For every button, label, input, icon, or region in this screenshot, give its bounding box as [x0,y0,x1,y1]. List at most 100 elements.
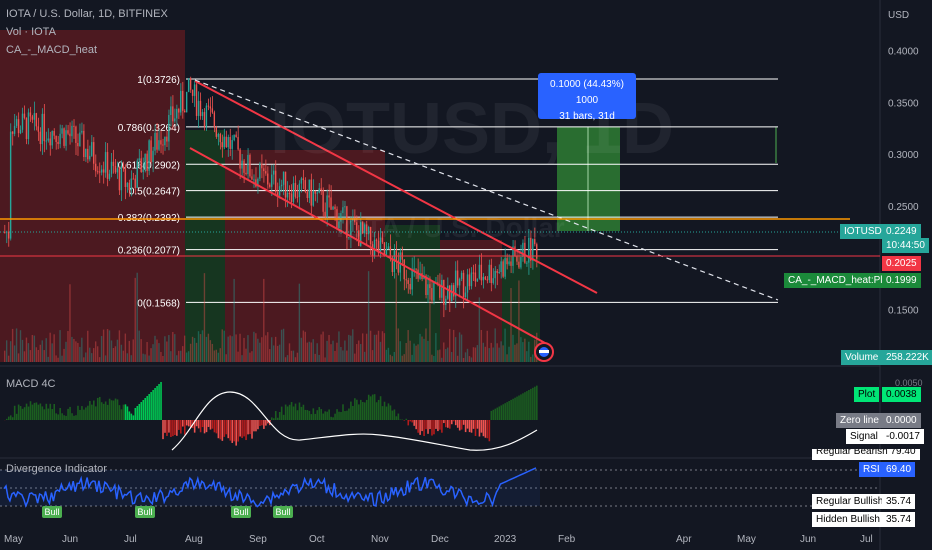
candle-body [474,272,477,282]
candle-body [514,246,516,256]
divergence-title[interactable]: Divergence Indicator [6,463,107,475]
volume-bar [33,335,36,362]
volume-bar [211,343,214,362]
macd-bar [403,420,406,421]
symbol-title[interactable]: IOTA / U.S. Dollar, 1D, BITFINEX [6,8,168,20]
macd-bar [29,401,32,420]
volume-bar [488,348,490,362]
candle-body [272,170,275,175]
candle-body [306,191,308,198]
volume-bar [89,347,91,362]
volume-bar [371,350,374,362]
volume-legend[interactable]: Vol · IOTA [6,26,56,38]
macd-bar [17,404,20,420]
macd-bar [71,413,73,420]
channel-upper-line[interactable] [194,80,598,294]
candle-body [510,261,512,266]
macd-bar [363,402,366,420]
candle-body [77,142,79,147]
candle-body [126,182,129,187]
macd-bar [462,420,465,425]
candle-body [397,260,399,273]
macd-bar [199,420,202,433]
macd-bar [193,420,196,433]
macd-bar [500,405,503,420]
candle-body [71,125,73,137]
macd-bar [322,413,325,420]
volume-bar [522,342,524,362]
macd-bar [306,410,309,420]
rsi-value: 69.40 [882,462,916,477]
candle-body [104,152,107,173]
volume-bar [172,331,174,362]
macd-bar [286,406,289,420]
macd-bar [154,388,156,420]
candle-body [29,112,32,117]
volume-bar [217,352,219,362]
price-axis[interactable]: USD 0.4000 0.3500 0.3000 0.2500 0.1500 [888,10,919,316]
macd-bar [150,392,152,420]
volume-bar [57,357,59,362]
candle-body [427,284,429,295]
candle-body [94,163,97,172]
candle-body [23,113,26,118]
macd-bar [474,420,477,436]
macd-bar [5,418,8,420]
macd-bar [476,420,479,429]
volume-bar [148,355,150,362]
macd-bar [346,410,348,420]
macd-bar [332,417,334,420]
volume-bar [332,340,334,362]
macd-bar [520,394,522,420]
candle-body [247,154,249,175]
macd-bar [100,402,103,420]
measure-tooltip: 0.1000 (44.43%) 1000 31 bars, 31d [538,73,636,122]
macd-bar [532,387,534,420]
macd-bar [83,409,85,420]
volume-bar [174,334,176,362]
time-axis[interactable]: May Jun Jul Aug Sep Oct Nov Dec 2023 Feb Apr May Jun… [4,534,873,545]
macd-bar [221,420,224,441]
macd-title[interactable]: MACD 4C [6,378,56,390]
macd-bar [146,396,148,420]
volume-bar [93,348,95,362]
earnings-icon[interactable] [534,342,554,362]
rsi-tag: RSI [859,462,884,477]
volume-bar [361,333,364,362]
candle-body [33,113,36,120]
macd-bar [336,409,338,420]
price-tick: 0.3000 [888,150,919,161]
candle-body [342,207,344,214]
macd-bar [510,399,512,420]
macd-bar [470,420,473,433]
volume-bar [324,357,326,362]
macd-bar [120,409,123,420]
volume-bar [237,351,239,362]
macd-bar [407,420,410,426]
candle-body [65,130,67,146]
volume-bar [456,355,459,362]
macd-bar [110,400,113,420]
trend-dashed-line[interactable] [194,79,779,301]
macd-bar [449,420,451,429]
fib-label: 0.5(0.2647) [129,187,180,198]
time-tick: Oct [309,534,325,545]
macd-bar [53,403,56,420]
volume-bar [100,336,103,362]
candle-body [166,136,168,142]
volume-bar [81,337,83,362]
macd-bar [126,406,129,420]
candle-body [259,163,261,179]
bull-label-bg [135,506,155,518]
candle-body [152,150,154,163]
macd-bar [445,420,447,428]
candle-body [140,158,142,173]
bull-label-bg [42,506,62,518]
candle-body [470,272,473,287]
time-tick: Jul [124,534,137,545]
indicator-legend[interactable]: CA_-_MACD_heat [6,44,98,56]
volume-bar [377,330,380,362]
candle-body [160,140,162,145]
channel-lower-line[interactable] [189,147,546,344]
